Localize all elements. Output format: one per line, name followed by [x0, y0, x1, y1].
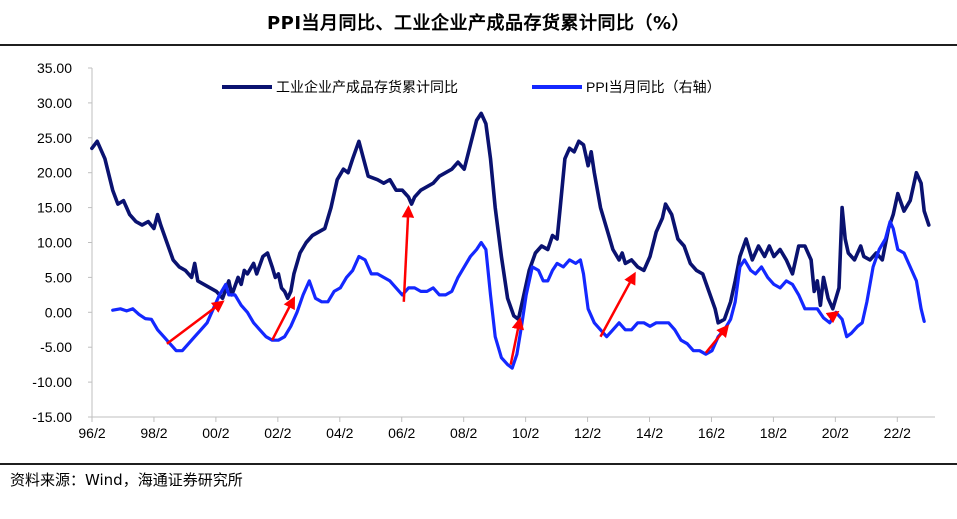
x-tick-label: 00/2 [202, 425, 229, 441]
annotation-arrow [825, 310, 840, 324]
x-tick-label: 20/2 [822, 425, 849, 441]
annotation-arrow [509, 316, 525, 365]
ppi-series-line [111, 220, 926, 370]
x-tick-label: 14/2 [636, 425, 663, 441]
annotation-arrow [704, 324, 730, 354]
x-tick-label: 22/2 [884, 425, 911, 441]
y-tick-label: 30.00 [37, 95, 72, 111]
y-tick-label: 5.00 [45, 269, 72, 285]
y-tick-label: 15.00 [37, 200, 72, 216]
y-tick-label: 10.00 [37, 235, 72, 251]
y-tick-label: 20.00 [37, 165, 72, 181]
annotation-arrow [401, 205, 415, 302]
annotation-arrow [271, 296, 296, 341]
x-tick-label: 18/2 [760, 425, 787, 441]
y-tick-label: 35.00 [37, 60, 72, 76]
x-tick-label: 98/2 [140, 425, 167, 441]
chart-title: PPI当月同比、工业企业产成品存货累计同比（%） [266, 13, 691, 34]
legend-label-ppi: PPI当月同比（右轴） [586, 79, 721, 95]
x-tick-label: 02/2 [264, 425, 291, 441]
y-tick-label: -15.00 [32, 409, 72, 425]
x-tick-label: 04/2 [326, 425, 353, 441]
x-tick-label: 06/2 [388, 425, 415, 441]
legend: 工业企业产成品存货累计同比 PPI当月同比（右轴） [222, 79, 721, 95]
annotation-arrow [599, 271, 636, 338]
x-tick-label: 08/2 [450, 425, 477, 441]
title-rule [0, 44, 957, 46]
inventory-series-line [90, 111, 931, 325]
x-tick-label: 10/2 [512, 425, 539, 441]
x-tick-label: 96/2 [78, 425, 105, 441]
y-tick-label: -5.00 [40, 339, 72, 355]
annotation-arrow [166, 300, 225, 345]
source-note: 资料来源：Wind，海通证券研究所 [10, 471, 243, 489]
y-tick-label: 0.00 [45, 304, 72, 320]
y-tick-label: -10.00 [32, 374, 72, 390]
legend-label-inventory: 工业企业产成品存货累计同比 [276, 79, 458, 95]
x-tick-label: 12/2 [574, 425, 601, 441]
x-tick-label: 16/2 [698, 425, 725, 441]
footer-rule [0, 463, 957, 465]
chart-canvas: -15.00 -10.00 -5.00 0.00 5.00 10.00 15.00 20.00… [32, 60, 935, 441]
y-tick-label: 25.00 [37, 130, 72, 146]
